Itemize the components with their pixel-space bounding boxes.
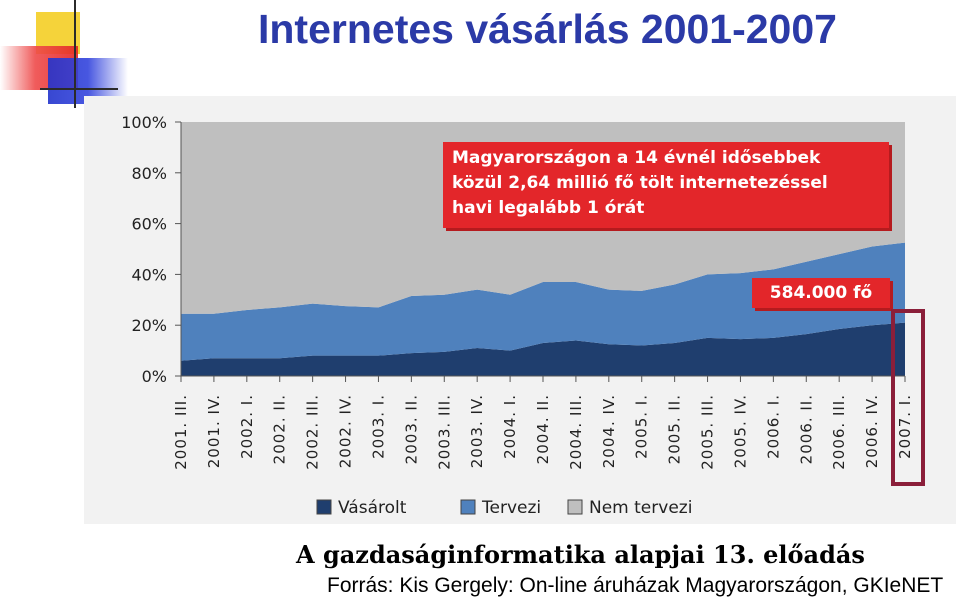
x-tick-label: 2005. II. xyxy=(666,394,684,464)
legend-label: Vásárolt xyxy=(338,498,407,518)
x-tick-label: 2004. II. xyxy=(534,394,552,464)
callout-line: havi legalább 1 órát xyxy=(452,198,645,218)
x-tick-label: 2003. II. xyxy=(402,394,420,464)
highlight-frame-2007-q1 xyxy=(891,309,925,486)
x-tick-label: 2003. I. xyxy=(369,394,387,459)
x-tick-label: 2005. I. xyxy=(633,394,651,459)
callout-line: közül 2,64 millió fő tölt internetezésse… xyxy=(452,173,828,193)
x-tick-label: 2002. II. xyxy=(271,394,289,464)
legend-swatch xyxy=(460,499,476,515)
footer-source: Forrás: Kis Gergely: On-line áruházak Ma… xyxy=(327,574,944,597)
x-tick-label: 2006. I. xyxy=(764,394,782,459)
y-tick-label: 60% xyxy=(131,215,167,234)
callout-buyers-count: 584.000 fő xyxy=(752,278,890,308)
page-title: Internetes vásárlás 2001-2007 xyxy=(258,6,837,52)
decoration-horizontal-line xyxy=(40,88,118,90)
legend-label: Nem tervezi xyxy=(589,498,692,518)
legend-swatch xyxy=(567,499,583,515)
x-tick-label: 2001. III. xyxy=(172,394,190,470)
x-tick-label: 2004. I. xyxy=(501,394,519,459)
x-tick-label: 2002. I. xyxy=(238,394,256,459)
x-tick-label: 2006. II. xyxy=(797,394,815,464)
x-tick-label: 2004. IV. xyxy=(600,394,618,468)
decoration-vertical-line xyxy=(74,0,76,108)
x-tick-label: 2006. III. xyxy=(830,394,848,470)
legend-swatch xyxy=(316,499,332,515)
footer-title: A gazdaságinformatika alapjai 13. előadá… xyxy=(296,540,865,569)
series-area-vásárolt xyxy=(181,322,905,376)
y-tick-label: 40% xyxy=(131,265,167,284)
callout-internet-users: Magyarországon a 14 évnél idősebbek közü… xyxy=(443,142,889,228)
x-tick-label: 2007. I. xyxy=(896,394,914,459)
legend-label: Tervezi xyxy=(481,498,541,518)
x-tick-label: 2006. IV. xyxy=(863,394,881,468)
x-tick-label: 2002. III. xyxy=(304,394,322,470)
y-tick-label: 100% xyxy=(121,113,167,132)
y-tick-label: 80% xyxy=(131,164,167,183)
x-tick-label: 2001. IV. xyxy=(205,394,223,468)
callout-line: Magyarországon a 14 évnél idősebbek xyxy=(452,148,821,168)
x-tick-label: 2005. IV. xyxy=(731,394,749,468)
x-tick-label: 2002. IV. xyxy=(337,394,355,468)
x-tick-label: 2003. III. xyxy=(435,394,453,470)
y-tick-label: 0% xyxy=(142,367,167,386)
x-tick-label: 2004. III. xyxy=(567,394,585,470)
y-tick-label: 20% xyxy=(131,316,167,335)
x-tick-label: 2003. IV. xyxy=(468,394,486,468)
x-tick-label: 2005. III. xyxy=(699,394,717,470)
series-area-tervezi xyxy=(181,242,905,361)
